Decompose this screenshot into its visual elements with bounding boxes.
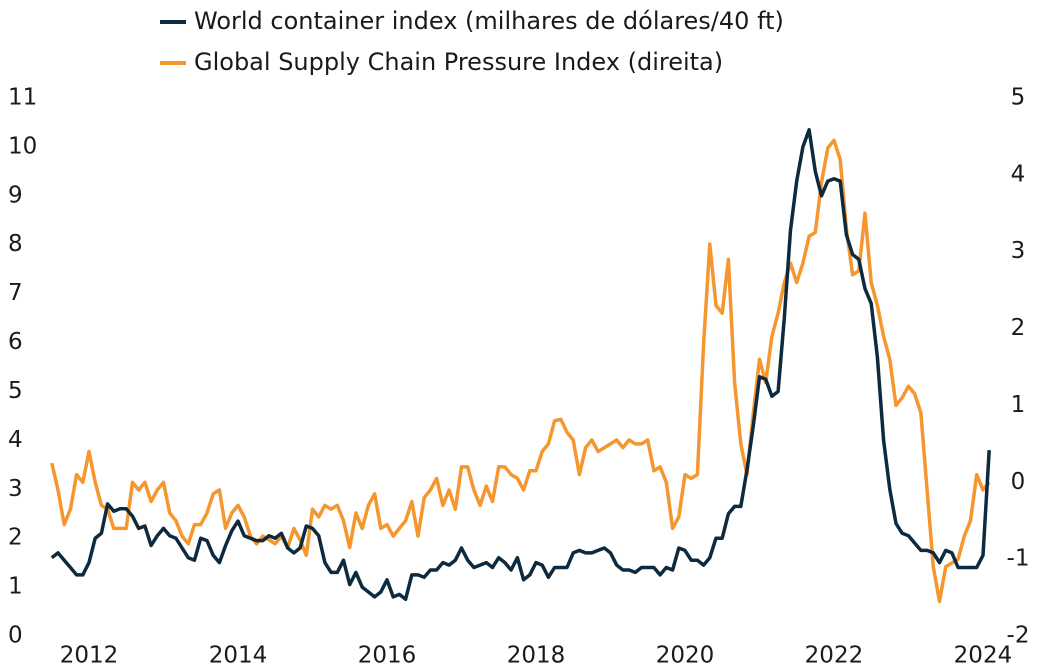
series-line bbox=[50, 138, 991, 604]
x-tick-label: 2024 bbox=[954, 643, 1013, 667]
y2-tick-label: 0 bbox=[1011, 469, 1026, 495]
y2-tick-label: 4 bbox=[1011, 161, 1026, 187]
y2-tick-label: -1 bbox=[1007, 546, 1030, 572]
y-tick-label: 10 bbox=[8, 133, 37, 159]
y2-tick-label: 3 bbox=[1011, 238, 1026, 264]
y-tick-label: 5 bbox=[8, 378, 23, 404]
x-tick-label: 2014 bbox=[209, 643, 268, 667]
legend-label: World container index (milhares de dólar… bbox=[194, 7, 784, 35]
legend-label: Global Supply Chain Pressure Index (dire… bbox=[194, 48, 723, 76]
y-tick-label: 11 bbox=[8, 85, 37, 111]
x-tick-label: 2016 bbox=[358, 643, 417, 667]
x-tick-label: 2018 bbox=[507, 643, 566, 667]
y2-tick-label: 5 bbox=[1011, 85, 1026, 111]
y2-tick-label: 2 bbox=[1011, 315, 1026, 341]
y-tick-label: 1 bbox=[8, 574, 23, 600]
x-tick-label: 2012 bbox=[60, 643, 119, 667]
y-tick-label: 4 bbox=[8, 427, 23, 453]
y-tick-label: 9 bbox=[8, 182, 23, 208]
y-tick-label: 3 bbox=[8, 476, 23, 502]
y-tick-label: 6 bbox=[8, 329, 23, 355]
y-tick-label: 8 bbox=[8, 231, 23, 257]
y-tick-label: 0 bbox=[8, 623, 23, 649]
series-line bbox=[50, 128, 991, 602]
y2-tick-label: 1 bbox=[1011, 392, 1026, 418]
y2-tick-label: -2 bbox=[1007, 623, 1030, 649]
x-tick-label: 2020 bbox=[656, 643, 715, 667]
y-tick-label: 2 bbox=[8, 525, 23, 551]
x-tick-label: 2022 bbox=[805, 643, 864, 667]
y-tick-label: 7 bbox=[8, 280, 23, 306]
